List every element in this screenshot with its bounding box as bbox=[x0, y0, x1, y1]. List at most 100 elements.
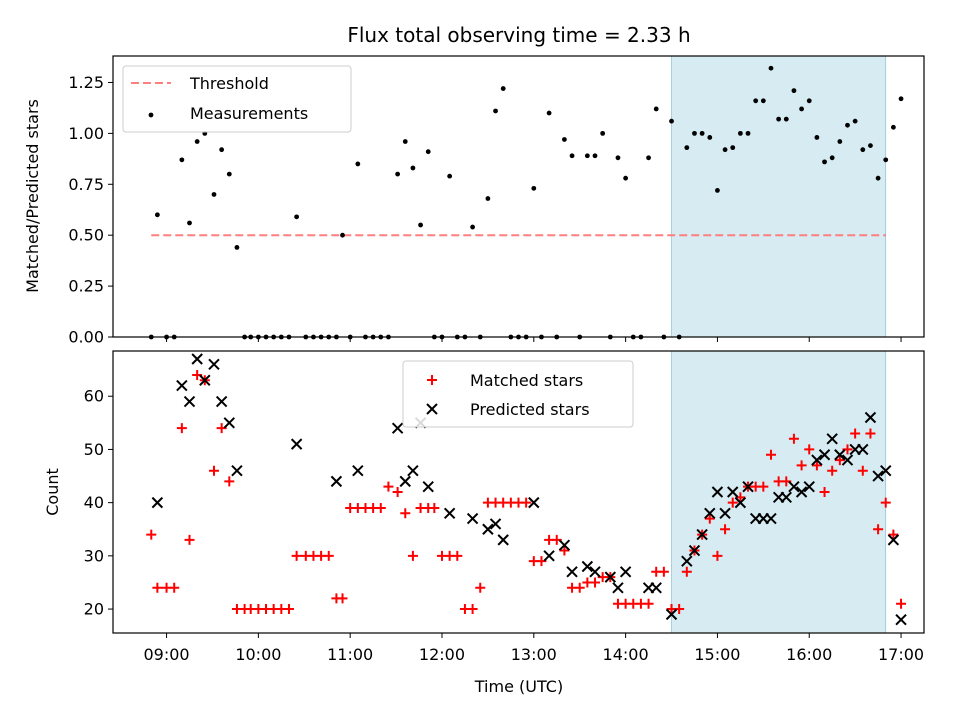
predicted-star-point bbox=[497, 534, 509, 546]
measurement-point bbox=[531, 185, 537, 191]
legend-measurements-swatch bbox=[148, 112, 154, 118]
matched-star-point bbox=[146, 529, 157, 540]
predicted-star-point bbox=[803, 480, 815, 493]
bottom-x-axis-label: Time (UTC) bbox=[474, 677, 563, 696]
legend-predicted-label: Predicted stars bbox=[470, 400, 590, 419]
measurement-point bbox=[226, 171, 232, 177]
matched-star-point bbox=[152, 582, 163, 593]
measurement-point bbox=[722, 147, 728, 153]
predicted-star-point bbox=[834, 449, 846, 461]
matched-star-point bbox=[169, 582, 180, 593]
matched-star-point bbox=[865, 428, 876, 439]
measurement-point bbox=[646, 155, 651, 161]
bottom-ytick-label: 40 bbox=[84, 493, 104, 512]
bottom-xtick-label: 17:00 bbox=[878, 645, 924, 664]
predicted-star-point bbox=[826, 433, 838, 445]
predicted-star-point bbox=[857, 443, 869, 456]
measurement-point bbox=[852, 118, 858, 124]
top-y-axis-label: Matched/Predicted stars bbox=[23, 99, 42, 293]
measurement-point bbox=[822, 159, 827, 165]
measurement-point bbox=[600, 130, 606, 136]
measurement-point bbox=[418, 222, 423, 228]
measurement-point bbox=[500, 86, 506, 91]
bottom-xtick-label: 13:00 bbox=[511, 645, 557, 664]
measurement-point bbox=[883, 157, 889, 163]
matched-star-point bbox=[896, 598, 907, 609]
predicted-star-point bbox=[780, 491, 792, 504]
predicted-star-point bbox=[887, 534, 900, 546]
predicted-star-point bbox=[581, 560, 594, 573]
measurement-point bbox=[154, 212, 160, 218]
matched-star-point bbox=[574, 582, 585, 593]
matched-star-point bbox=[788, 433, 799, 444]
measurement-point bbox=[898, 96, 904, 102]
measurement-point bbox=[783, 116, 789, 122]
predicted-star-point bbox=[543, 550, 555, 562]
measurement-point bbox=[584, 153, 590, 159]
matched-star-point bbox=[834, 455, 845, 466]
matched-star-point bbox=[758, 481, 769, 492]
predicted-star-point bbox=[880, 465, 892, 477]
measurement-point bbox=[179, 157, 185, 163]
bottom-axes-frame bbox=[112, 350, 925, 634]
matched-star-point bbox=[880, 497, 891, 508]
measurement-point bbox=[219, 147, 225, 153]
measurement-point bbox=[845, 122, 850, 128]
measurement-point bbox=[234, 245, 240, 250]
predicted-star-point bbox=[818, 449, 831, 461]
predicted-star-point bbox=[223, 417, 236, 429]
matched-star-point bbox=[643, 598, 654, 609]
matched-star-point bbox=[208, 465, 219, 476]
predicted-star-point bbox=[489, 518, 502, 530]
bottom-ytick-label: 20 bbox=[84, 600, 104, 619]
bottom-y-axis-label: Count bbox=[43, 468, 62, 516]
predicted-star-point bbox=[407, 465, 419, 477]
predicted-star-point bbox=[391, 422, 404, 434]
matched-star-point bbox=[400, 508, 411, 519]
matched-star-point bbox=[857, 465, 868, 476]
predicted-star-point bbox=[352, 465, 364, 477]
bottom-xtick-label: 12:00 bbox=[419, 645, 465, 664]
top-ytick-label: 0.75 bbox=[68, 175, 104, 194]
matched-star-point bbox=[521, 497, 532, 508]
predicted-star-point bbox=[788, 480, 800, 493]
matched-star-point bbox=[720, 524, 731, 535]
matched-star-point bbox=[811, 460, 822, 471]
measurement-point bbox=[340, 232, 345, 238]
measurement-point bbox=[737, 130, 743, 136]
legend-threshold-label: Threshold bbox=[189, 74, 269, 93]
matched-star-point bbox=[804, 444, 815, 455]
matched-star-point bbox=[712, 550, 723, 561]
predicted-star-point bbox=[612, 582, 624, 594]
top-shaded-region bbox=[671, 55, 887, 338]
measurement-point bbox=[395, 171, 401, 177]
matched-star-point bbox=[224, 476, 235, 487]
matched-star-point bbox=[375, 502, 386, 513]
legend-matched-swatch bbox=[427, 375, 437, 385]
matched-star-point bbox=[888, 529, 899, 540]
matched-star-point bbox=[337, 593, 348, 604]
predicted-star-point bbox=[466, 512, 479, 525]
measurement-point bbox=[653, 106, 659, 112]
matched-star-point bbox=[452, 550, 463, 561]
measurement-point bbox=[187, 220, 192, 226]
matched-star-point bbox=[819, 487, 830, 497]
measurement-point bbox=[875, 175, 881, 181]
predicted-star-point bbox=[151, 496, 164, 509]
matched-star-point bbox=[873, 524, 884, 535]
predicted-star-point bbox=[183, 395, 196, 408]
measurement-point bbox=[562, 137, 567, 142]
predicted-star-point bbox=[719, 507, 731, 519]
matched-star-point bbox=[765, 449, 776, 460]
measurement-point bbox=[569, 153, 575, 159]
predicted-star-point bbox=[558, 539, 571, 551]
matched-star-point bbox=[176, 423, 187, 434]
predicted-star-point bbox=[482, 523, 494, 535]
matched-star-point bbox=[429, 502, 440, 513]
matched-star-point bbox=[850, 428, 861, 439]
measurement-point bbox=[470, 224, 475, 230]
predicted-star-point bbox=[742, 480, 754, 493]
predicted-star-point bbox=[422, 480, 434, 493]
measurement-point bbox=[707, 135, 713, 140]
measurement-point bbox=[890, 124, 896, 130]
